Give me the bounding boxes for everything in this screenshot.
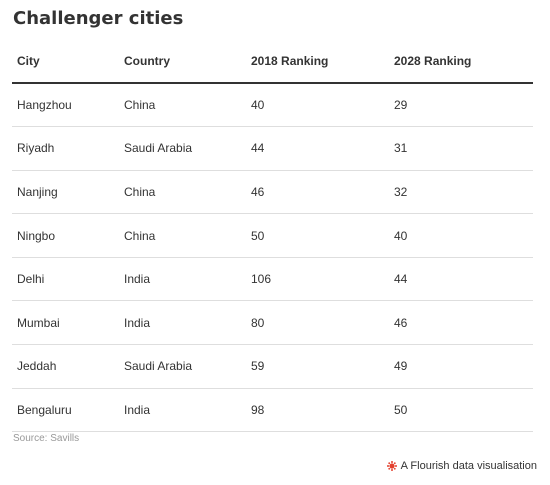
cell-country: China — [119, 170, 246, 215]
cell-2028-ranking: 50 — [389, 388, 533, 433]
cell-2018-ranking: 40 — [246, 83, 389, 128]
cell-city: Ningbo — [12, 213, 119, 258]
cell-2018-ranking: 80 — [246, 300, 389, 346]
table-row: Riyadh Saudi Arabia 44 31 — [12, 126, 533, 171]
column-header-2028-ranking[interactable]: 2028 Ranking — [389, 40, 533, 84]
cell-2018-ranking: 50 — [246, 213, 389, 258]
flourish-attribution-label: A Flourish data visualisation — [400, 460, 537, 472]
table-row: Ningbo China 50 40 — [12, 213, 533, 258]
cell-2018-ranking: 106 — [246, 257, 389, 302]
cell-country: India — [119, 388, 246, 433]
cell-2028-ranking: 29 — [389, 83, 533, 128]
cell-city: Hangzhou — [12, 83, 119, 128]
cell-country: China — [119, 213, 246, 258]
column-header-city[interactable]: City — [12, 40, 119, 84]
column-header-2018-ranking[interactable]: 2018 Ranking — [246, 40, 389, 84]
rankings-table: City Country 2018 Ranking 2028 Ranking H… — [12, 40, 533, 433]
table-row: Delhi India 106 44 — [12, 257, 533, 302]
cell-2028-ranking: 46 — [389, 300, 533, 346]
cell-2028-ranking: 44 — [389, 257, 533, 302]
cell-country: India — [119, 257, 246, 302]
table-body: Hangzhou China 40 29 Riyadh Saudi Arabia 44 31 N… — [12, 83, 533, 433]
table-row: Nanjing China 46 32 — [12, 170, 533, 215]
cell-2018-ranking: 46 — [246, 170, 389, 215]
cell-country: Saudi Arabia — [119, 344, 246, 389]
cell-city: Riyadh — [12, 126, 119, 171]
cell-city: Nanjing — [12, 170, 119, 215]
flourish-logo-icon — [386, 461, 397, 471]
cell-2028-ranking: 40 — [389, 213, 533, 258]
cell-city: Mumbai — [12, 300, 119, 346]
chart-title: Challenger cities — [13, 8, 184, 29]
cell-country: India — [119, 300, 246, 346]
cell-city: Jeddah — [12, 344, 119, 389]
table-row: Mumbai India 80 46 — [12, 300, 533, 346]
table-header-row: City Country 2018 Ranking 2028 Ranking — [12, 40, 533, 84]
cell-2018-ranking: 98 — [246, 388, 389, 433]
cell-2028-ranking: 49 — [389, 344, 533, 389]
cell-country: China — [119, 83, 246, 128]
table-row: Jeddah Saudi Arabia 59 49 — [12, 344, 533, 389]
column-header-country[interactable]: Country — [119, 40, 246, 84]
cell-city: Bengaluru — [12, 388, 119, 433]
cell-city: Delhi — [12, 257, 119, 302]
cell-2028-ranking: 32 — [389, 170, 533, 215]
cell-2018-ranking: 59 — [246, 344, 389, 389]
cell-2018-ranking: 44 — [246, 126, 389, 171]
cell-country: Saudi Arabia — [119, 126, 246, 171]
flourish-attribution-link[interactable]: A Flourish data visualisation — [386, 460, 537, 472]
source-note: Source: Savills — [13, 433, 80, 444]
table-row: Hangzhou China 40 29 — [12, 83, 533, 128]
cell-2028-ranking: 31 — [389, 126, 533, 171]
table-row: Bengaluru India 98 50 — [12, 388, 533, 433]
